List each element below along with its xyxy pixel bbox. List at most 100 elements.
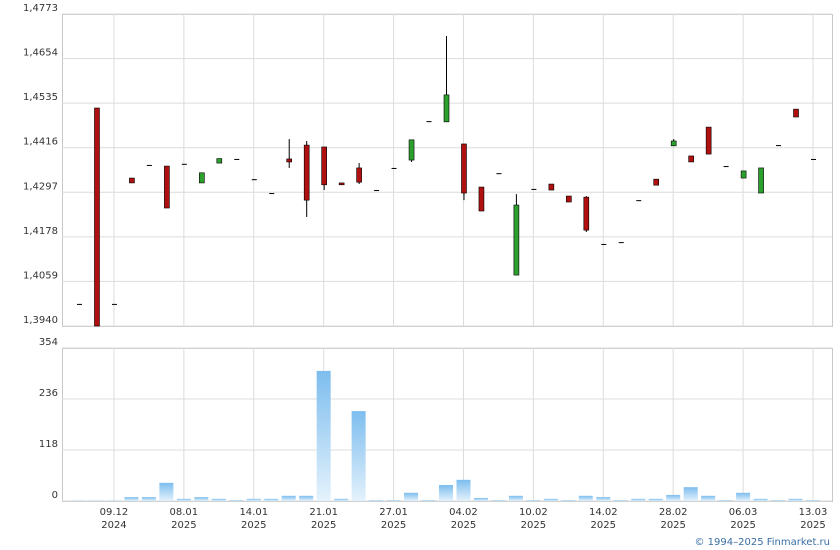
volume-bar [456,479,471,501]
volume-bar [264,498,279,501]
volume-bar [666,494,681,501]
candle-body [94,107,100,327]
candle-body [216,158,223,164]
candle-body [740,170,747,179]
volume-bar [596,497,611,501]
candle-body [478,186,485,212]
volume-bar [753,498,768,501]
candle-body [356,167,362,183]
candle-body [636,200,642,202]
volume-bar [613,500,628,501]
volume-bar [806,500,820,501]
candle-body [111,303,117,305]
y-tick-label: 236 [39,388,58,399]
x-tick-label: 09.12 [100,507,129,518]
volume-bar [526,500,541,501]
x-tick-label: 13.03 [799,507,828,518]
x-tick-label: 28.02 [659,507,688,518]
candle-body [758,167,764,194]
volume-bar [299,495,314,501]
volume-bar [683,487,698,501]
candle-body [811,158,816,160]
candle-body [77,303,82,305]
candle-body [303,144,310,201]
x-tick-year: 2025 [241,520,266,531]
x-tick-label: 14.01 [239,507,268,518]
candle-body [548,183,555,191]
candle-body [181,163,187,165]
volume-bar [578,495,593,501]
candle-body [374,190,380,192]
y-tick-label: 1,4059 [23,270,58,281]
y-tick-label: 1,4297 [23,181,58,192]
copyright: © 1994–2025 Finmarket.ru [694,537,830,548]
y-tick-label: 118 [39,439,58,450]
y-tick-label: 1,4178 [23,226,58,237]
volume-bar [543,498,558,501]
candle-body [164,165,170,209]
volume-bar [439,485,453,501]
candle-body [618,242,624,244]
x-tick-year: 2025 [800,520,825,531]
x-tick-year: 2025 [660,520,685,531]
volume-bar [421,500,436,501]
volume-bar [508,495,523,501]
volume-bar [386,500,401,501]
x-tick-label: 14.02 [589,507,618,518]
y-tick-label: 1,4535 [23,92,58,103]
volume-bar [701,495,716,501]
x-tick-label: 06.03 [729,507,758,518]
y-tick-label: 1,4654 [23,48,58,59]
y-tick-label: 1,3940 [23,315,58,326]
volume-bar [246,498,261,501]
volume-bar [369,500,384,501]
y-tick-label: 1,4416 [23,137,58,148]
candle-body [461,143,467,194]
candle-body [338,182,345,186]
candle-body [234,158,240,160]
x-tick-label: 04.02 [449,507,478,518]
volume-bar [648,498,663,501]
volume-bar [404,492,419,501]
x-tick-label: 08.01 [170,507,199,518]
x-tick-year: 2025 [451,520,476,531]
candle-body [146,164,152,166]
volume-bar [788,498,803,501]
x-tick-year: 2024 [101,520,126,531]
y-tick-label: 1,4773 [23,3,58,14]
candle-body [566,195,572,203]
volume-bar [334,498,349,501]
volume-bar [316,370,331,501]
volume-bar [771,500,786,501]
candle-body [601,243,607,245]
candle-body [688,155,694,163]
candle-body [531,188,537,190]
candle-body [443,94,450,123]
x-tick-year: 2025 [591,520,616,531]
volume-bar [631,498,646,501]
x-tick-year: 2025 [171,520,196,531]
x-tick-year: 2025 [521,520,546,531]
candle-body [286,158,293,163]
candle-body [129,177,135,184]
x-tick-label: 27.01 [379,507,408,518]
volume-bar [124,497,139,501]
candle-body [426,121,432,123]
volume-bar [229,500,244,501]
volume-bar [159,482,174,501]
volume-bar [281,495,296,501]
x-tick-year: 2025 [381,520,406,531]
candle-body [583,196,590,231]
x-tick-year: 2025 [730,520,755,531]
volume-bar [736,492,751,501]
volume-bar [176,498,191,501]
candle-body [199,172,205,184]
candle-body [391,167,397,169]
candle-body [513,204,520,276]
volume-bar [211,498,226,501]
candle-body [496,173,502,175]
volume-bar [194,497,209,501]
candle-body [723,166,729,168]
volume-bar [351,411,366,501]
